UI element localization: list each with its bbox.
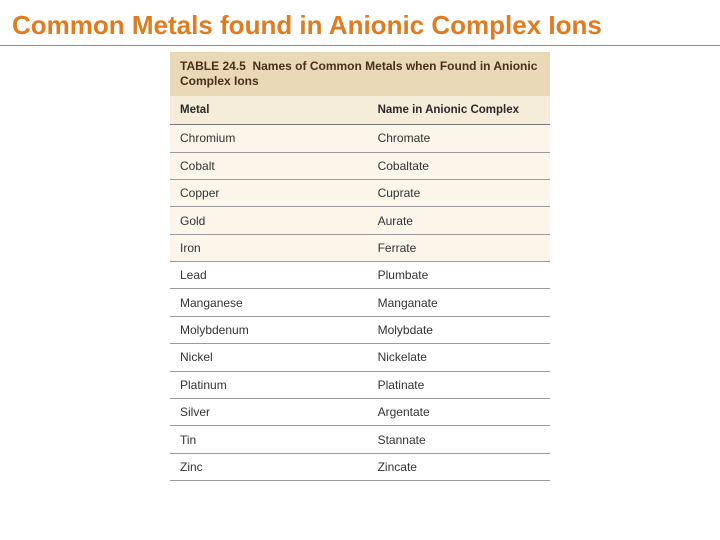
cell-metal: Silver — [170, 399, 368, 425]
cell-metal: Nickel — [170, 344, 368, 370]
table-row: Silver Argentate — [170, 399, 550, 426]
cell-metal: Platinum — [170, 372, 368, 398]
cell-name: Cuprate — [368, 180, 550, 206]
cell-name: Stannate — [368, 426, 550, 452]
table-header-metal: Metal — [170, 96, 368, 124]
table-row: Molybdenum Molybdate — [170, 317, 550, 344]
cell-name: Ferrate — [368, 235, 550, 261]
table-header-name: Name in Anionic Complex — [368, 96, 550, 124]
cell-name: Nickelate — [368, 344, 550, 370]
table-header-row: Metal Name in Anionic Complex — [170, 96, 550, 125]
table-caption-number: TABLE 24.5 — [180, 59, 246, 73]
table-row: Lead Plumbate — [170, 262, 550, 289]
cell-metal: Zinc — [170, 454, 368, 480]
table-row: Gold Aurate — [170, 207, 550, 234]
cell-name: Chromate — [368, 125, 550, 151]
cell-name: Zincate — [368, 454, 550, 480]
table-row: Chromium Chromate — [170, 125, 550, 152]
table-row: Copper Cuprate — [170, 180, 550, 207]
cell-metal: Iron — [170, 235, 368, 261]
cell-name: Manganate — [368, 289, 550, 315]
slide-title: Common Metals found in Anionic Complex I… — [0, 0, 720, 46]
cell-metal: Tin — [170, 426, 368, 452]
cell-name: Plumbate — [368, 262, 550, 288]
table-row: Manganese Manganate — [170, 289, 550, 316]
cell-name: Cobaltate — [368, 153, 550, 179]
cell-name: Molybdate — [368, 317, 550, 343]
cell-metal: Cobalt — [170, 153, 368, 179]
cell-metal: Manganese — [170, 289, 368, 315]
table-row: Cobalt Cobaltate — [170, 153, 550, 180]
table-body: Chromium Chromate Cobalt Cobaltate Coppe… — [170, 125, 550, 481]
cell-name: Aurate — [368, 207, 550, 233]
cell-metal: Gold — [170, 207, 368, 233]
table-row: Zinc Zincate — [170, 454, 550, 481]
metals-table: TABLE 24.5 Names of Common Metals when F… — [170, 52, 550, 481]
table-row: Iron Ferrate — [170, 235, 550, 262]
cell-metal: Lead — [170, 262, 368, 288]
cell-metal: Copper — [170, 180, 368, 206]
table-row: Tin Stannate — [170, 426, 550, 453]
cell-name: Argentate — [368, 399, 550, 425]
cell-name: Platinate — [368, 372, 550, 398]
table-row: Platinum Platinate — [170, 372, 550, 399]
cell-metal: Chromium — [170, 125, 368, 151]
table-row: Nickel Nickelate — [170, 344, 550, 371]
cell-metal: Molybdenum — [170, 317, 368, 343]
table-caption: TABLE 24.5 Names of Common Metals when F… — [170, 52, 550, 96]
